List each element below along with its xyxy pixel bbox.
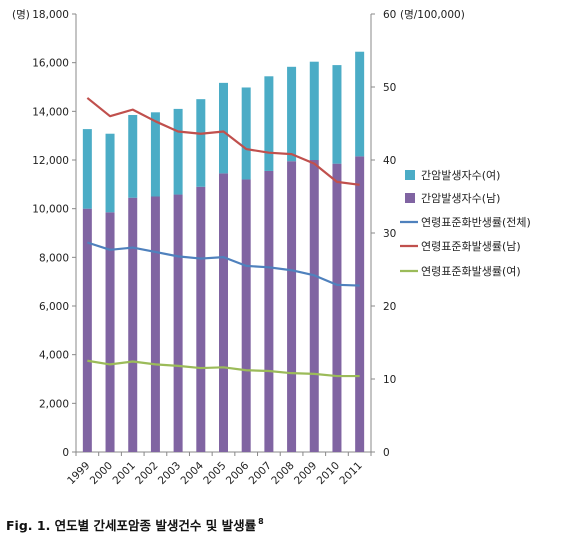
x-tick-label: 2010 (315, 460, 342, 487)
bar-male (150, 196, 160, 452)
left-tick-label: 10,000 (32, 204, 69, 216)
bar-female (219, 82, 228, 174)
left-tick-label: 12,000 (32, 155, 69, 167)
bar-male (128, 197, 138, 452)
chart-axes: 0 2,000 4,000 6,000 8,000 10,000 12,000 14,000 1… (12, 9, 465, 487)
chart: 0 2,000 4,000 6,000 8,000 10,000 12,000 14,000 1… (12, 9, 531, 487)
bar-male (241, 179, 251, 452)
bar-male (82, 208, 92, 452)
right-axis-unit: (명/100,000) (400, 9, 465, 21)
bar-male (196, 186, 206, 452)
left-tick-label: 4,000 (39, 350, 69, 362)
bar-male (264, 170, 274, 452)
line-series-female (87, 359, 360, 378)
bar-male (355, 156, 365, 452)
right-tick-label: 50 (383, 82, 396, 94)
bar-series (82, 51, 365, 452)
bar-male (219, 173, 228, 452)
right-tick-label: 30 (383, 228, 396, 240)
x-tick-label: 2001 (110, 460, 137, 487)
left-axis-unit: (명) (12, 9, 30, 21)
legend-male-count-label: 간암발생자수(남) (421, 192, 500, 205)
bar-male (309, 160, 319, 452)
x-tick-label: 1999 (65, 460, 92, 487)
x-tick-label: 2002 (133, 460, 160, 487)
bar-female (309, 61, 319, 161)
bar-female (332, 65, 342, 164)
bar-female (105, 133, 115, 213)
bar-female (196, 99, 206, 187)
bar-female (82, 129, 92, 209)
legend-rate-total-label: 연령표준화반생률(전체) (421, 216, 531, 229)
figure-caption: Fig. 1. 연도별 간세포암종 발생건수 및 발생률 8 (6, 515, 264, 534)
x-tick-label: 2008 (269, 460, 296, 487)
left-tick-label: 2,000 (39, 398, 69, 410)
x-tick-label: 2006 (224, 459, 252, 487)
line-series-male (86, 97, 360, 186)
bar-female (287, 66, 297, 162)
bar-female (355, 51, 365, 157)
right-tick-label: 60 (383, 9, 396, 21)
x-tick-label: 2007 (247, 460, 274, 487)
right-tick-label: 40 (383, 155, 396, 167)
x-tick-label: 2009 (292, 460, 319, 487)
left-tick-label: 8,000 (39, 252, 69, 264)
legend-male-count-swatch (405, 193, 415, 203)
bar-female (241, 87, 251, 180)
legend-rate-male-label: 연령표준화발생률(남) (421, 240, 521, 253)
line-series-total (87, 241, 360, 287)
left-tick-label: 14,000 (32, 106, 69, 118)
left-tick-label: 16,000 (32, 58, 69, 70)
chart-legend: 간암발생자수(여) 간암발생자수(남) 연령표준화반생률(전체) 연령표준화발생률(남… (400, 169, 531, 278)
right-tick-label: 0 (383, 447, 390, 459)
x-tick-label: 2011 (337, 460, 364, 487)
right-tick-label: 20 (383, 301, 396, 313)
line-series (86, 97, 360, 378)
caption-text: Fig. 1. 연도별 간세포암종 발생건수 및 발생률 (6, 518, 257, 533)
bar-male (332, 163, 342, 452)
x-tick-label: 2000 (88, 460, 115, 487)
legend-rate-female-label: 연령표준화발생률(여) (421, 265, 521, 278)
legend-female-count-label: 간암발생자수(여) (421, 169, 500, 182)
left-tick-label: 6,000 (39, 301, 69, 313)
left-tick-label: 0 (62, 447, 69, 459)
x-tick-label: 2005 (201, 460, 228, 487)
left-tick-label: 18,000 (32, 9, 69, 21)
bar-male (173, 194, 183, 452)
caption-reference: 8 (258, 517, 264, 526)
legend-female-count-swatch (405, 170, 415, 180)
bar-female (173, 108, 183, 195)
bar-male (287, 161, 297, 452)
x-tick-label: 2004 (179, 459, 207, 487)
bar-female (264, 76, 274, 171)
right-tick-label: 10 (383, 374, 396, 386)
bar-female (128, 114, 138, 198)
bar-female (150, 112, 160, 197)
bar-male (105, 212, 115, 452)
x-tick-label: 2003 (156, 460, 183, 487)
